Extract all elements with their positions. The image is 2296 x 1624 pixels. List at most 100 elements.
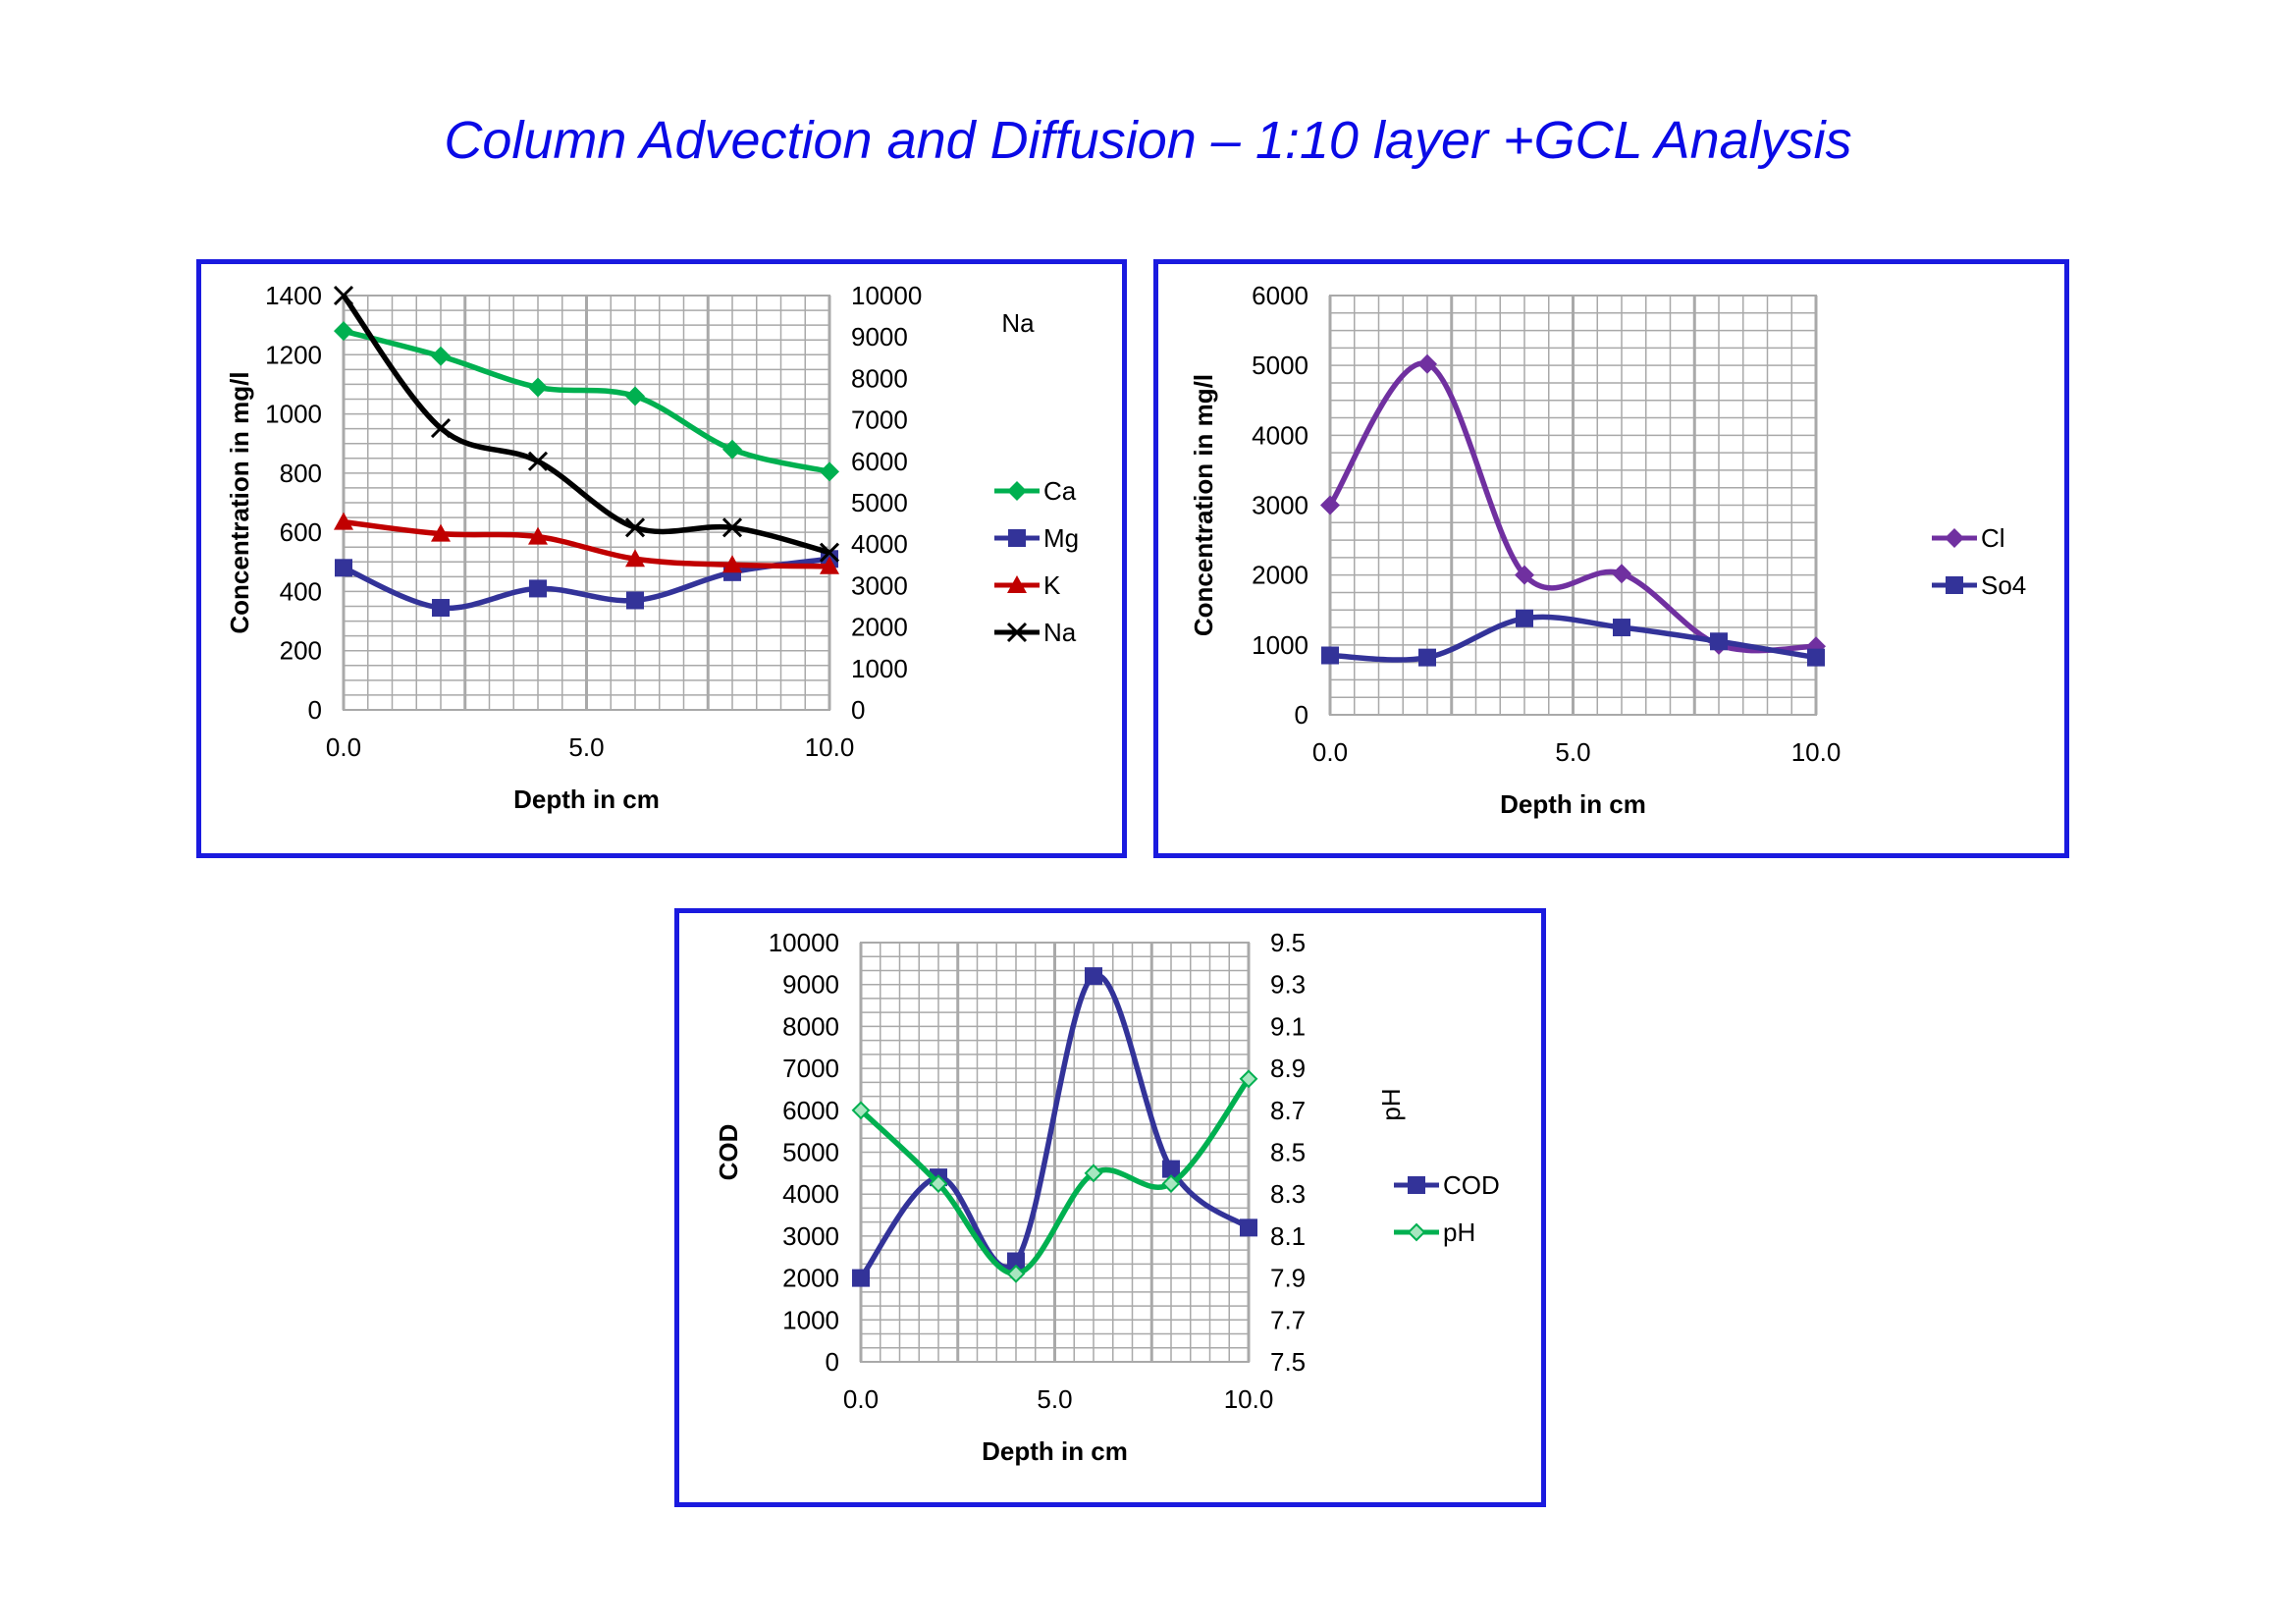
y-tick-label: 5000 xyxy=(782,1138,839,1167)
y2-tick-label: 8.9 xyxy=(1270,1054,1306,1083)
y-tick-label: 1400 xyxy=(265,281,322,310)
y-tick-label: 4000 xyxy=(782,1179,839,1209)
legend-marker xyxy=(1008,529,1026,547)
cations-chart: 0.0 5.0 10.0 0 200 400 600 800 1000 1200 1400 0 1000… xyxy=(225,281,1079,814)
y-tick-label: 10000 xyxy=(769,928,839,957)
data-point-cl xyxy=(1612,564,1631,584)
data-point-mg xyxy=(626,591,644,610)
data-point-ph xyxy=(1084,1164,1103,1183)
data-point-k xyxy=(625,549,645,568)
y-tick-label: 400 xyxy=(280,576,322,606)
y-tick-label: 1200 xyxy=(265,340,322,369)
y-tick-label: 600 xyxy=(280,517,322,547)
data-point-k xyxy=(431,523,451,542)
data-point-so4 xyxy=(1613,619,1630,637)
y-tick-label: 1000 xyxy=(265,400,322,429)
y2-tick-label: 6000 xyxy=(851,447,908,476)
data-point-ph xyxy=(1239,1069,1258,1089)
legend-label: Ca xyxy=(1043,476,1077,506)
y-tick-label: 0 xyxy=(826,1347,839,1377)
legend-label: K xyxy=(1043,570,1061,600)
y-tick-label: 6000 xyxy=(1252,281,1308,310)
series-so4 xyxy=(1321,609,1825,667)
data-point-ca xyxy=(334,321,353,342)
legend-label: Mg xyxy=(1043,523,1079,553)
y2-tick-label: 9.1 xyxy=(1270,1011,1306,1041)
y-tick-label: 3000 xyxy=(1252,491,1308,520)
data-point-k xyxy=(820,556,839,574)
y2-tick-label: 5000 xyxy=(851,488,908,517)
data-point-ca xyxy=(431,346,451,366)
page-title: Column Advection and Diffusion – 1:10 la… xyxy=(444,111,1852,170)
y-axis-title: Concentration in mg/l xyxy=(1189,374,1218,636)
legend-item-cod: COD xyxy=(1394,1170,1500,1200)
legend-marker xyxy=(1945,528,1964,548)
y2-tick-label: 7.7 xyxy=(1270,1305,1306,1334)
data-point-ca xyxy=(528,377,548,398)
legend-item-ca: Ca xyxy=(994,476,1077,506)
y-tick-label: 9000 xyxy=(782,970,839,1000)
legend-item-ph: pH xyxy=(1394,1218,1475,1247)
data-point-so4 xyxy=(1321,646,1339,665)
data-point-na xyxy=(721,517,743,538)
legend-label: pH xyxy=(1443,1218,1475,1247)
data-point-mg xyxy=(335,559,352,577)
legend-label: Cl xyxy=(1981,523,2005,553)
y2-tick-label: 8.3 xyxy=(1270,1179,1306,1209)
y2-axis-title: pH xyxy=(1376,1088,1406,1120)
x-tick-label: 0.0 xyxy=(843,1384,879,1414)
y2-tick-label: 1000 xyxy=(851,654,908,683)
legend-marker xyxy=(1408,1176,1425,1194)
x-axis-title: Depth in cm xyxy=(1500,789,1646,819)
cod-ph-chart: 0.0 5.0 10.0 0 1000 2000 3000 4000 5000 6000 7000 8… xyxy=(714,928,1500,1466)
legend-label: So4 xyxy=(1981,570,2026,600)
y2-tick-label: 9.5 xyxy=(1270,928,1306,957)
y2-tick-label: 7000 xyxy=(851,406,908,435)
y-tick-label: 5000 xyxy=(1252,351,1308,380)
data-point-ph xyxy=(851,1101,871,1120)
data-point-ph xyxy=(1006,1264,1026,1283)
legend-marker xyxy=(1007,575,1027,593)
chart-panel-anions: 0.0 5.0 10.0 0 1000 2000 3000 4000 5000 6000 Depth… xyxy=(1153,259,2069,858)
y2-axis-title: Na xyxy=(1001,308,1035,338)
data-point-na xyxy=(624,517,646,538)
chart-panel-cod-ph: 0.0 5.0 10.0 0 1000 2000 3000 4000 5000 6000 7000 8… xyxy=(674,908,1546,1507)
data-point-na xyxy=(430,417,452,439)
y2-tick-label: 10000 xyxy=(851,281,922,310)
x-tick-label: 5.0 xyxy=(568,732,604,762)
series-line-mg xyxy=(342,556,830,612)
x-tick-label: 0.0 xyxy=(1312,737,1348,767)
data-point-mg xyxy=(529,579,547,598)
data-point-k xyxy=(722,555,742,573)
series-line-na xyxy=(341,294,830,556)
y-tick-label: 2000 xyxy=(1252,561,1308,590)
y-tick-label: 2000 xyxy=(782,1264,839,1293)
data-point-ca xyxy=(722,439,742,460)
y-tick-label: 800 xyxy=(280,459,322,488)
data-point-cod xyxy=(1162,1160,1180,1178)
data-point-ca xyxy=(625,386,645,406)
legend-label: Na xyxy=(1043,618,1077,647)
y-axis-title: COD xyxy=(714,1124,743,1181)
data-point-cod xyxy=(852,1269,870,1287)
y2-tick-label: 9.3 xyxy=(1270,970,1306,1000)
y2-tick-label: 8000 xyxy=(851,363,908,393)
series-mg xyxy=(335,550,838,618)
x-axis-title: Depth in cm xyxy=(513,785,660,814)
data-point-na xyxy=(333,285,354,306)
y2-tick-label: 7.9 xyxy=(1270,1264,1306,1293)
y2-tick-label: 4000 xyxy=(851,529,908,559)
data-point-cod xyxy=(1007,1252,1025,1271)
data-point-k xyxy=(334,512,353,530)
data-point-ph xyxy=(929,1174,948,1193)
series-line-ca xyxy=(343,328,830,475)
data-point-cod xyxy=(1085,967,1102,986)
x-tick-label: 0.0 xyxy=(326,732,361,762)
y-tick-label: 7000 xyxy=(782,1054,839,1083)
y2-tick-label: 9000 xyxy=(851,322,908,352)
x-axis-title: Depth in cm xyxy=(982,1436,1128,1466)
data-point-na xyxy=(819,542,840,563)
legend-marker xyxy=(1946,576,1963,594)
legend-marker xyxy=(1007,481,1027,501)
data-point-na xyxy=(527,451,549,471)
